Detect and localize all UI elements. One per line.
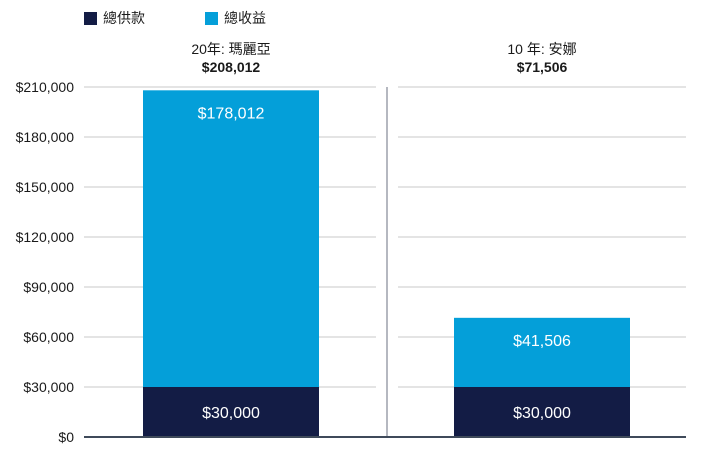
y-tick-label: $120,000 bbox=[16, 229, 75, 245]
y-tick-label: $150,000 bbox=[16, 179, 75, 195]
bar-segment bbox=[143, 387, 319, 437]
legend-item-earnings: 總收益 bbox=[205, 8, 266, 28]
data-label: $41,506 bbox=[513, 333, 571, 350]
y-tick-label: $0 bbox=[58, 429, 74, 445]
category-label: 20年: 瑪麗亞 bbox=[191, 41, 271, 57]
legend-label-contributions: 總供款 bbox=[103, 10, 145, 26]
y-tick-label: $210,000 bbox=[16, 79, 75, 95]
category-header-anna: 10 年: 安娜 $71,506 bbox=[442, 40, 642, 76]
legend-label-earnings: 總收益 bbox=[224, 10, 266, 26]
legend-item-contributions: 總供款 bbox=[84, 8, 145, 28]
data-label: $30,000 bbox=[513, 405, 571, 422]
y-tick-label: $60,000 bbox=[23, 329, 74, 345]
category-total: $208,012 bbox=[201, 59, 261, 75]
legend-swatch-contributions bbox=[84, 11, 97, 25]
y-tick-label: $180,000 bbox=[16, 129, 75, 145]
y-tick-label: $30,000 bbox=[23, 379, 74, 395]
data-label: $30,000 bbox=[202, 405, 260, 422]
y-tick-label: $90,000 bbox=[23, 279, 74, 295]
category-total: $71,506 bbox=[516, 59, 568, 75]
bar-segment bbox=[143, 90, 319, 388]
bar-segment bbox=[454, 317, 630, 387]
data-label: $178,012 bbox=[198, 105, 265, 122]
bar-segment bbox=[454, 387, 630, 437]
category-label: 10 年: 安娜 bbox=[507, 41, 577, 57]
category-header-maria: 20年: 瑪麗亞 $208,012 bbox=[131, 40, 331, 76]
legend-swatch-earnings bbox=[205, 11, 218, 25]
legend: 總供款 總收益 bbox=[84, 8, 266, 28]
